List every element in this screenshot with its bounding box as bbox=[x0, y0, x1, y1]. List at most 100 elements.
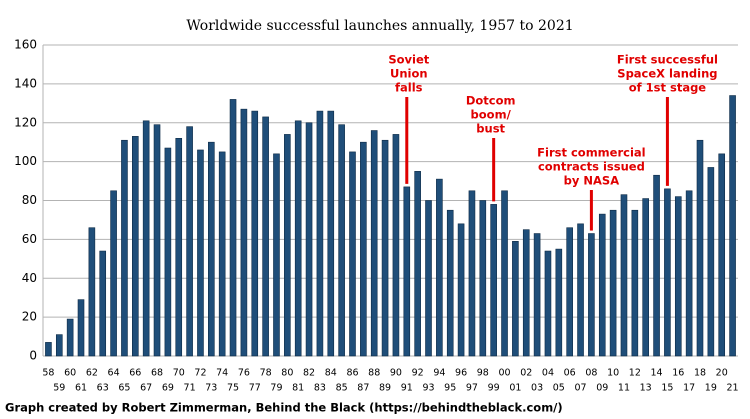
x-tick-label: 59 bbox=[53, 383, 65, 394]
x-tick-label: 18 bbox=[694, 368, 706, 379]
bar bbox=[121, 139, 128, 357]
bar bbox=[609, 209, 617, 357]
x-tick-label: 00 bbox=[498, 368, 510, 379]
bar bbox=[696, 139, 704, 357]
bar bbox=[446, 209, 454, 357]
x-tick-label: 20 bbox=[716, 368, 728, 379]
annotation-text: Soviet bbox=[388, 53, 429, 67]
y-tick-label: 120 bbox=[14, 115, 37, 129]
bar bbox=[707, 167, 715, 357]
bar bbox=[544, 250, 552, 357]
annotation-text: Dotcom bbox=[466, 94, 516, 108]
x-tick-label: 09 bbox=[596, 383, 608, 394]
x-tick-label: 82 bbox=[303, 368, 315, 379]
y-tick-label: 100 bbox=[14, 154, 37, 168]
x-tick-label: 64 bbox=[108, 368, 120, 379]
bar bbox=[294, 120, 302, 357]
x-tick-label: 98 bbox=[477, 368, 489, 379]
annotation-text: falls bbox=[395, 81, 423, 95]
x-tick-label: 79 bbox=[270, 383, 282, 394]
x-tick-label: 15 bbox=[661, 383, 673, 394]
y-tick-label: 40 bbox=[22, 271, 37, 285]
y-tick-label: 140 bbox=[14, 76, 37, 90]
x-tick-label: 87 bbox=[357, 383, 369, 394]
bar bbox=[664, 188, 671, 357]
bar bbox=[45, 342, 52, 357]
x-tick-label: 80 bbox=[281, 368, 293, 379]
footer: Graph created by Robert Zimmerman, Behin… bbox=[5, 401, 563, 415]
y-tick-label: 160 bbox=[14, 38, 37, 52]
x-tick-label: 89 bbox=[379, 383, 391, 394]
bar bbox=[262, 116, 269, 357]
bar bbox=[414, 171, 421, 357]
x-tick-label: 71 bbox=[184, 383, 196, 394]
bar bbox=[642, 198, 649, 357]
x-tick-label: 93 bbox=[422, 383, 434, 394]
x-tick-label: 96 bbox=[455, 368, 467, 379]
annotation-text: SpaceX landing bbox=[617, 67, 717, 81]
bar bbox=[175, 138, 183, 357]
bar bbox=[338, 124, 345, 357]
x-tick-label: 99 bbox=[488, 383, 500, 394]
annotation-text: boom/ bbox=[471, 108, 512, 122]
bar bbox=[284, 134, 291, 357]
x-tick-label: 07 bbox=[574, 383, 586, 394]
bar bbox=[142, 120, 150, 357]
x-tick-label: 17 bbox=[683, 383, 695, 394]
bar bbox=[251, 110, 259, 357]
bar bbox=[370, 130, 378, 357]
x-tick-label: 03 bbox=[531, 383, 543, 394]
bar bbox=[66, 318, 74, 357]
x-tick-label: 02 bbox=[520, 368, 532, 379]
x-tick-label: 78 bbox=[260, 368, 272, 379]
x-tick-label: 76 bbox=[238, 368, 250, 379]
bar bbox=[305, 122, 313, 357]
bar bbox=[555, 248, 563, 357]
x-tick-label: 01 bbox=[509, 383, 521, 394]
x-tick-label: 13 bbox=[640, 383, 652, 394]
bar bbox=[273, 153, 280, 357]
bar bbox=[327, 110, 335, 357]
x-tick-label: 75 bbox=[227, 383, 239, 394]
x-tick-label: 61 bbox=[75, 383, 87, 394]
bar bbox=[512, 241, 519, 357]
y-tick-label: 60 bbox=[22, 232, 37, 246]
x-tick-label: 85 bbox=[336, 383, 348, 394]
bar bbox=[349, 151, 356, 357]
x-tick-label: 62 bbox=[86, 368, 98, 379]
bar bbox=[110, 190, 117, 357]
bar bbox=[360, 141, 367, 357]
x-tick-label: 97 bbox=[466, 383, 478, 394]
x-tick-label: 84 bbox=[325, 368, 337, 379]
chart-title: Worldwide successful launches annually, … bbox=[186, 18, 573, 34]
x-tick-label: 77 bbox=[249, 383, 261, 394]
x-tick-label: 12 bbox=[629, 368, 641, 379]
x-tick-label: 21 bbox=[727, 383, 739, 394]
x-tick-label: 05 bbox=[553, 383, 565, 394]
x-tick-label: 16 bbox=[672, 368, 684, 379]
bar bbox=[392, 134, 400, 357]
y-tick-label: 0 bbox=[29, 349, 37, 363]
bar bbox=[316, 110, 324, 357]
bar bbox=[99, 250, 107, 357]
x-tick-label: 91 bbox=[401, 383, 413, 394]
bar bbox=[501, 190, 508, 357]
x-tick-label: 81 bbox=[292, 383, 304, 394]
bar bbox=[729, 95, 736, 357]
x-tick-label: 72 bbox=[194, 368, 206, 379]
bar bbox=[653, 174, 660, 357]
x-tick-label: 73 bbox=[205, 383, 217, 394]
bar bbox=[588, 233, 595, 357]
x-tick-label: 66 bbox=[129, 368, 141, 379]
bar bbox=[631, 209, 639, 357]
annotation-text: First commercial bbox=[537, 146, 645, 160]
x-tick-label: 70 bbox=[173, 368, 185, 379]
x-tick-label: 83 bbox=[314, 383, 326, 394]
bar bbox=[533, 233, 541, 357]
x-tick-label: 90 bbox=[390, 368, 402, 379]
bar bbox=[403, 186, 411, 357]
bar bbox=[229, 99, 237, 357]
bar bbox=[132, 136, 139, 357]
x-tick-label: 88 bbox=[368, 368, 380, 379]
